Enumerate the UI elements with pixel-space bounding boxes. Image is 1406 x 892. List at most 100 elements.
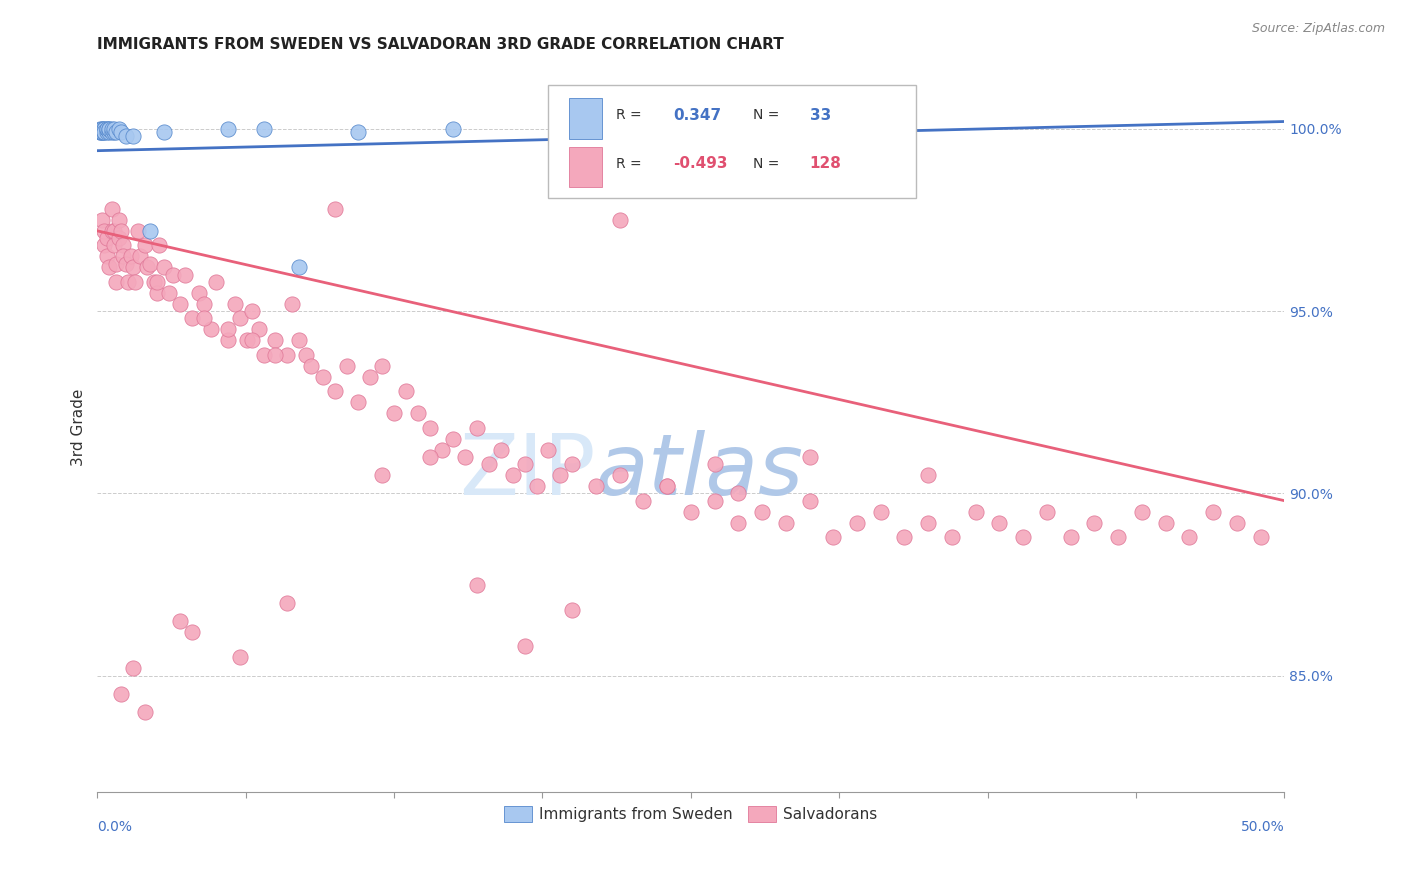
Point bbox=[100, 125, 122, 139]
Text: IMMIGRANTS FROM SWEDEN VS SALVADORAN 3RD GRADE CORRELATION CHART: IMMIGRANTS FROM SWEDEN VS SALVADORAN 3RD… bbox=[97, 37, 785, 53]
Point bbox=[181, 624, 204, 639]
Point bbox=[93, 121, 115, 136]
Text: 128: 128 bbox=[810, 156, 841, 171]
Point bbox=[727, 516, 749, 530]
Point bbox=[917, 516, 939, 530]
Point bbox=[988, 516, 1011, 530]
Point bbox=[138, 257, 160, 271]
Point bbox=[110, 224, 132, 238]
Point bbox=[295, 348, 318, 362]
Point bbox=[134, 705, 156, 719]
Point bbox=[134, 238, 156, 252]
Point bbox=[105, 257, 128, 271]
Point bbox=[205, 275, 228, 289]
Point bbox=[124, 275, 146, 289]
Point bbox=[513, 457, 536, 471]
Point bbox=[110, 125, 132, 139]
Point bbox=[157, 285, 180, 300]
Point bbox=[91, 121, 114, 136]
Point bbox=[93, 238, 115, 252]
Point bbox=[103, 238, 125, 252]
Point bbox=[395, 384, 418, 399]
Point bbox=[117, 275, 139, 289]
Text: 33: 33 bbox=[810, 108, 831, 123]
Point bbox=[965, 505, 987, 519]
Point bbox=[679, 505, 702, 519]
Point bbox=[127, 224, 149, 238]
Point bbox=[1178, 530, 1201, 544]
Point bbox=[264, 333, 287, 347]
Point bbox=[107, 121, 129, 136]
Point bbox=[138, 224, 160, 238]
Point bbox=[122, 661, 145, 675]
Point bbox=[465, 577, 488, 591]
Point bbox=[96, 249, 118, 263]
Point bbox=[143, 275, 166, 289]
Point bbox=[1154, 516, 1177, 530]
Point bbox=[288, 260, 311, 275]
Point bbox=[371, 468, 394, 483]
Point bbox=[89, 121, 111, 136]
Point bbox=[513, 640, 536, 654]
Point bbox=[846, 516, 869, 530]
Point bbox=[1202, 505, 1225, 519]
Point bbox=[120, 249, 142, 263]
Point bbox=[129, 249, 152, 263]
Point bbox=[336, 359, 359, 373]
Point bbox=[869, 505, 891, 519]
Point bbox=[98, 121, 121, 136]
Point bbox=[100, 121, 122, 136]
Point bbox=[229, 311, 252, 326]
Text: R =: R = bbox=[616, 157, 641, 171]
Point bbox=[169, 614, 191, 628]
Point bbox=[240, 333, 263, 347]
Point bbox=[105, 275, 128, 289]
Point bbox=[443, 121, 465, 136]
Point bbox=[145, 285, 167, 300]
Point bbox=[941, 530, 963, 544]
Text: -0.493: -0.493 bbox=[673, 156, 727, 171]
Point bbox=[823, 530, 845, 544]
Point bbox=[703, 493, 725, 508]
Point bbox=[548, 468, 571, 483]
Point bbox=[430, 442, 453, 457]
Point bbox=[751, 505, 773, 519]
Point bbox=[799, 493, 821, 508]
Point bbox=[89, 125, 111, 139]
Text: N =: N = bbox=[752, 108, 779, 122]
Text: atlas: atlas bbox=[596, 430, 804, 513]
Point bbox=[454, 450, 477, 464]
Point bbox=[893, 530, 915, 544]
Point bbox=[112, 249, 135, 263]
Legend: Immigrants from Sweden, Salvadorans: Immigrants from Sweden, Salvadorans bbox=[498, 799, 883, 829]
Point bbox=[91, 213, 114, 227]
Point bbox=[299, 359, 322, 373]
Point bbox=[443, 432, 465, 446]
Point bbox=[561, 603, 583, 617]
Point bbox=[247, 322, 270, 336]
Point bbox=[193, 311, 215, 326]
Point bbox=[419, 450, 441, 464]
Point bbox=[98, 121, 121, 136]
Text: 0.0%: 0.0% bbox=[97, 820, 132, 834]
Point bbox=[585, 479, 607, 493]
Point bbox=[561, 457, 583, 471]
Point bbox=[775, 516, 797, 530]
Point bbox=[229, 650, 252, 665]
Point bbox=[1250, 530, 1272, 544]
Point bbox=[93, 224, 115, 238]
Point bbox=[89, 125, 111, 139]
Point bbox=[264, 348, 287, 362]
Point bbox=[323, 384, 346, 399]
Point bbox=[162, 268, 184, 282]
Point bbox=[188, 285, 211, 300]
Point bbox=[148, 238, 170, 252]
Point bbox=[465, 421, 488, 435]
Point bbox=[93, 125, 115, 139]
Point bbox=[1059, 530, 1081, 544]
Point bbox=[91, 121, 114, 136]
Point bbox=[252, 121, 274, 136]
Text: ZIP: ZIP bbox=[460, 430, 596, 513]
Point bbox=[633, 493, 655, 508]
Point bbox=[526, 479, 548, 493]
